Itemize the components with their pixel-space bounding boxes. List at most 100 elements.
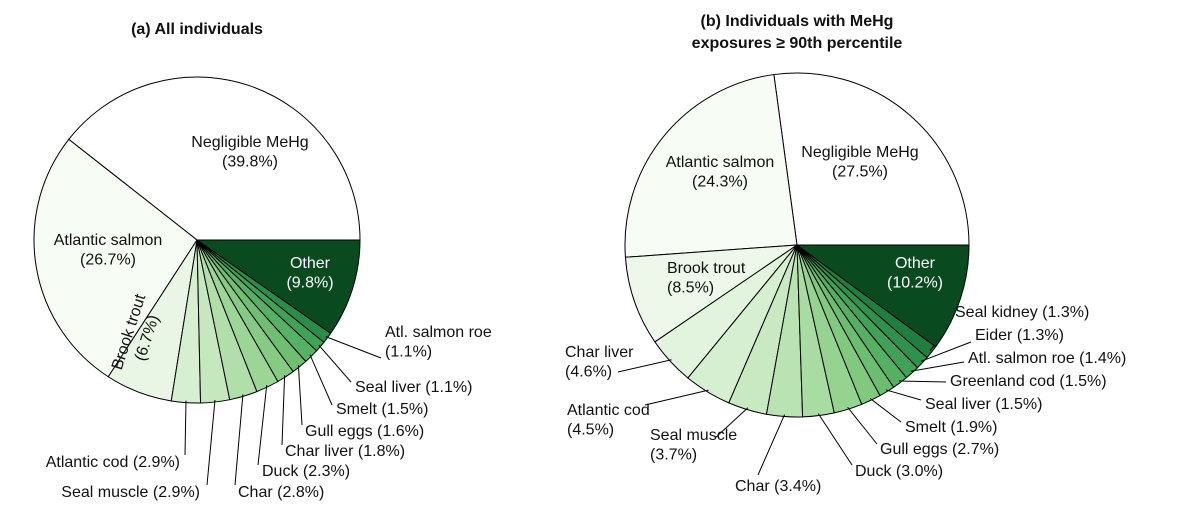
slice-label: Atlantic cod (4.5%) xyxy=(567,402,650,438)
category-label: Atlantic salmon xyxy=(54,232,163,249)
value-label: (1.3%) xyxy=(1017,327,1064,344)
category-label: Other xyxy=(895,255,936,272)
value-label: (24.3%) xyxy=(692,174,748,191)
leader-line xyxy=(281,375,286,446)
slice-label: Gull eggs (2.7%) xyxy=(880,441,999,458)
pie-slice xyxy=(68,76,361,241)
slice-label: Char liver (4.6%) xyxy=(565,344,634,380)
slice-label: Atl. salmon roe (1.4%) xyxy=(968,350,1126,367)
leader-line xyxy=(297,365,303,426)
slice-label: Greenland cod (1.5%) xyxy=(950,373,1107,390)
leader-line xyxy=(714,407,749,439)
value-label: (4.5%) xyxy=(567,422,614,439)
value-label: (1.9%) xyxy=(950,419,997,436)
category-label: Duck xyxy=(855,463,892,480)
slice-label: Duck (2.3%) xyxy=(262,463,350,480)
value-label: (2.9%) xyxy=(153,484,200,501)
category-label: Other xyxy=(290,255,331,272)
category-label: Char liver xyxy=(285,443,354,460)
leader-line xyxy=(885,389,922,401)
slice-label: Negligible MeHg (39.8%) xyxy=(191,134,308,170)
category-label: Char xyxy=(238,484,273,501)
pie-slice xyxy=(795,244,970,348)
leader-line xyxy=(206,399,216,486)
value-label: (8.5%) xyxy=(667,280,714,297)
slice-label: Atlantic salmon (24.3%) xyxy=(666,154,775,190)
pie-slice xyxy=(773,72,970,246)
category-label: Char xyxy=(735,478,770,495)
leader-line xyxy=(318,344,352,383)
leader-line xyxy=(184,400,187,456)
category-label: Greenland cod xyxy=(950,373,1055,390)
pie-slice xyxy=(624,73,798,258)
leader-line xyxy=(644,389,709,406)
slice-label: Atlantic salmon (26.7%) xyxy=(54,232,163,268)
value-label: (2.8%) xyxy=(277,484,324,501)
slice-label: Other (10.2%) xyxy=(887,255,943,291)
slice-label: Gull eggs (1.6%) xyxy=(305,423,424,440)
category-label: Seal kidney xyxy=(955,304,1038,321)
value-label: (1.4%) xyxy=(1079,350,1126,367)
pie-chart: (a) All individuals Negligible MeHg (39.8%… xyxy=(33,21,492,501)
value-label: (1.8%) xyxy=(358,443,405,460)
slice-label: Duck (3.0%) xyxy=(855,463,943,480)
value-label: (2.3%) xyxy=(303,463,350,480)
slice-label: Atl. salmon roe (1.1%) xyxy=(385,324,492,360)
leader-line xyxy=(869,398,902,423)
slice-label: Eider (1.3%) xyxy=(975,327,1064,344)
category-label: Seal liver xyxy=(355,379,421,396)
category-label: Eider xyxy=(975,327,1013,344)
category-label: Seal muscle xyxy=(61,484,148,501)
category-label: Brook trout xyxy=(667,260,746,277)
category-label: Negligible MeHg xyxy=(801,144,918,161)
value-label: (1.1%) xyxy=(385,344,432,361)
category-label: Atl. salmon roe xyxy=(968,350,1075,367)
value-label: (1.5%) xyxy=(1059,373,1106,390)
pie-slice xyxy=(33,138,198,378)
chart-title: (b) Individuals with MeHg xyxy=(701,13,894,30)
leader-line xyxy=(757,414,786,476)
slice-label: Char (3.4%) xyxy=(735,478,821,495)
category-label: Seal liver xyxy=(925,396,991,413)
value-label: (3.7%) xyxy=(650,447,697,464)
leader-line xyxy=(920,341,972,362)
value-label: (4.6%) xyxy=(565,364,612,381)
slice-label: Char liver (1.8%) xyxy=(285,443,405,460)
leader-line xyxy=(617,359,672,373)
chart-title: (a) All individuals xyxy=(131,21,263,38)
slice-label: Other (9.8%) xyxy=(286,255,333,291)
leader-line xyxy=(325,336,382,359)
category-label: Duck xyxy=(262,463,299,480)
leader-line xyxy=(234,394,244,486)
category-label: Atlantic cod xyxy=(46,454,129,471)
leader-line xyxy=(309,354,333,406)
value-label: (3.0%) xyxy=(896,463,943,480)
leader-line xyxy=(257,385,268,466)
category-label: Gull eggs xyxy=(305,423,373,440)
leader-line xyxy=(847,406,878,445)
leader-line xyxy=(910,361,965,372)
value-label: (3.4%) xyxy=(774,478,821,495)
category-label: Smelt xyxy=(336,401,377,418)
category-label: Negligible MeHg xyxy=(191,134,308,151)
slice-label: Seal muscle (2.9%) xyxy=(61,484,200,501)
value-label: (9.8%) xyxy=(286,275,333,292)
value-label: (2.9%) xyxy=(133,454,180,471)
slice-label: Seal liver (1.5%) xyxy=(925,396,1042,413)
chart-title: exposures ≥ 90th percentile xyxy=(692,35,903,52)
value-label: (1.6%) xyxy=(377,423,424,440)
slice-label: Seal muscle (3.7%) xyxy=(650,427,737,463)
value-label: (26.7%) xyxy=(80,252,136,269)
category-label: Smelt xyxy=(905,419,946,436)
value-label: (1.5%) xyxy=(381,401,428,418)
slice-label: Smelt (1.9%) xyxy=(905,419,997,436)
leader-line xyxy=(898,380,947,383)
value-label: (27.5%) xyxy=(832,164,888,181)
value-label: (10.2%) xyxy=(887,275,943,292)
slice-label: Smelt (1.5%) xyxy=(336,401,428,418)
pie-slice xyxy=(624,244,799,343)
category-label: Gull eggs xyxy=(880,441,948,458)
category-label: Char liver xyxy=(565,344,634,361)
slice-label: Brook trout (8.5%) xyxy=(667,260,746,296)
